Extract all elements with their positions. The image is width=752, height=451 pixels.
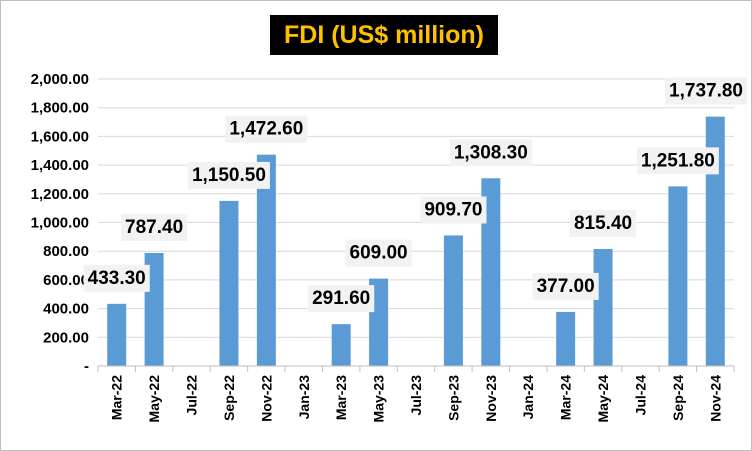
data-label: 609.00: [350, 243, 408, 264]
bar-mar-24: [556, 311, 576, 366]
data-label-sep-22: 1,150.50: [187, 161, 270, 189]
bar-sep-22: [219, 200, 239, 366]
x-tick-label: Jul-23: [408, 375, 424, 416]
data-label-background: [532, 272, 599, 300]
y-tick-label: 400.00: [43, 301, 89, 318]
x-tick-label: Nov-24: [707, 375, 723, 422]
data-label-background: [636, 147, 719, 175]
x-tick-label: May-22: [146, 375, 162, 423]
bar-mar-23: [331, 324, 351, 366]
data-label-nov-24: 1,737.80: [665, 77, 747, 105]
gridlines: [98, 78, 734, 338]
y-tick-label: 600.00: [43, 272, 89, 289]
data-label: 1,308.30: [454, 142, 528, 163]
y-tick-label: 1,600.00: [31, 128, 89, 145]
bar-mar-22: [107, 303, 127, 366]
data-label-background: [308, 285, 375, 313]
x-tick-label: Sep-22: [221, 375, 237, 421]
data-label: 1,251.80: [641, 150, 715, 171]
axes: [97, 365, 735, 372]
x-tick-label: Jul-24: [632, 375, 648, 416]
x-tick-label: Sep-23: [445, 375, 461, 421]
x-tick-label: Nov-22: [258, 375, 274, 422]
bars: [107, 116, 725, 366]
data-label-mar-22: 433.30: [83, 264, 150, 292]
x-axis-tick-labels: Mar-22 May-22 Jul-22 Sep-22 Nov-22 Jan-23 Mar-…: [109, 375, 724, 423]
chart-title: FDI (US$ million): [270, 15, 498, 55]
x-tick-label: Mar-24: [558, 375, 574, 420]
data-labels: 433.30 787.40 1,150.50 1,472.60 291.60 609.00…: [83, 77, 747, 313]
data-label-may-24: 815.40: [569, 209, 637, 237]
data-label: 433.30: [88, 268, 146, 289]
x-tick-label: Nov-23: [483, 375, 499, 422]
data-label-background: [187, 161, 270, 189]
data-label-background: [665, 77, 747, 105]
y-tick-label: 1,400.00: [31, 157, 89, 174]
y-tick-label: 2,000.00: [31, 71, 89, 88]
y-tick-label: 1,000.00: [31, 215, 89, 232]
y-tick-label: 1,200.00: [31, 186, 89, 203]
x-tick-label: Mar-23: [333, 375, 349, 420]
y-tick-label: -: [84, 358, 89, 375]
data-label: 815.40: [574, 213, 632, 234]
bar-may-24: [593, 248, 613, 366]
y-axis-tick-labels: - 200.00 400.00 600.00 800.00 1,000.00 1,200.0…: [31, 71, 89, 375]
data-label-mar-23: 291.60: [308, 285, 375, 313]
bar-nov-24: [705, 116, 725, 366]
x-tick-label: Mar-22: [109, 375, 125, 420]
data-label: 909.70: [424, 199, 482, 220]
data-label-mar-24: 377.00: [532, 272, 599, 300]
data-label-background: [121, 214, 188, 242]
x-tick-label: Jul-22: [184, 375, 200, 416]
data-label-may-22: 787.40: [121, 214, 188, 242]
data-label: 1,737.80: [669, 81, 743, 102]
x-tick-label: Sep-24: [670, 375, 686, 421]
data-label: 787.40: [125, 217, 183, 238]
data-label-nov-23: 1,308.30: [449, 139, 532, 167]
data-label: 1,150.50: [192, 165, 266, 186]
x-tick-label: May-23: [371, 375, 387, 423]
data-label-may-23: 609.00: [345, 239, 412, 267]
data-label-background: [449, 139, 532, 167]
data-label-nov-22: 1,472.60: [225, 115, 308, 143]
bar-sep-23: [443, 235, 463, 366]
data-label-background: [345, 239, 412, 267]
data-label-sep-23: 909.70: [420, 196, 487, 224]
data-label-sep-24: 1,251.80: [636, 147, 719, 175]
x-tick-label: Jan-24: [520, 375, 536, 420]
data-label-background: [420, 196, 487, 224]
bar-sep-24: [668, 186, 688, 366]
data-label: 377.00: [537, 276, 595, 297]
data-label-background: [83, 264, 150, 292]
bar-nov-22: [256, 154, 276, 366]
data-label: 291.60: [312, 288, 370, 309]
y-tick-label: 800.00: [43, 243, 89, 260]
bar-nov-23: [481, 178, 501, 366]
data-label-background: [225, 115, 308, 143]
x-tick-label: May-24: [595, 375, 611, 423]
data-label-background: [569, 209, 637, 237]
y-tick-label: 200.00: [43, 329, 89, 346]
x-tick-label: Jan-23: [296, 375, 312, 420]
data-label: 1,472.60: [229, 119, 303, 140]
y-tick-label: 1,800.00: [31, 100, 89, 117]
